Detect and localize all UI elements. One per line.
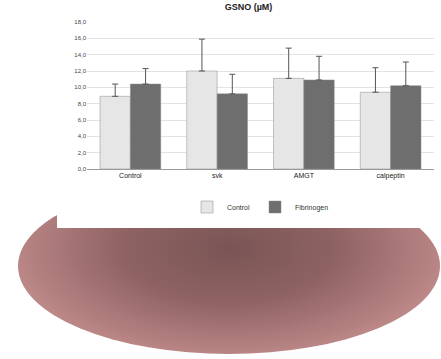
svg-text:GSNO (µM): GSNO (µM) bbox=[225, 2, 273, 12]
svg-text:Fibrinogen: Fibrinogen bbox=[295, 204, 328, 212]
svg-text:18,0: 18,0 bbox=[74, 19, 86, 25]
svg-text:svk: svk bbox=[212, 172, 223, 179]
svg-text:0,0: 0,0 bbox=[78, 166, 87, 172]
svg-text:12,0: 12,0 bbox=[74, 68, 86, 74]
svg-text:AMGT: AMGT bbox=[294, 172, 315, 179]
svg-text:8,0: 8,0 bbox=[78, 101, 87, 107]
svg-text:calpeptin: calpeptin bbox=[377, 172, 405, 180]
svg-text:2,0: 2,0 bbox=[78, 150, 87, 156]
svg-text:Control: Control bbox=[227, 204, 250, 211]
svg-text:4,0: 4,0 bbox=[78, 133, 87, 139]
svg-text:Control: Control bbox=[119, 172, 142, 179]
svg-text:14,0: 14,0 bbox=[74, 52, 86, 58]
svg-text:10,0: 10,0 bbox=[74, 84, 86, 90]
svg-text:16,0: 16,0 bbox=[74, 35, 86, 41]
svg-text:6,0: 6,0 bbox=[78, 117, 87, 123]
